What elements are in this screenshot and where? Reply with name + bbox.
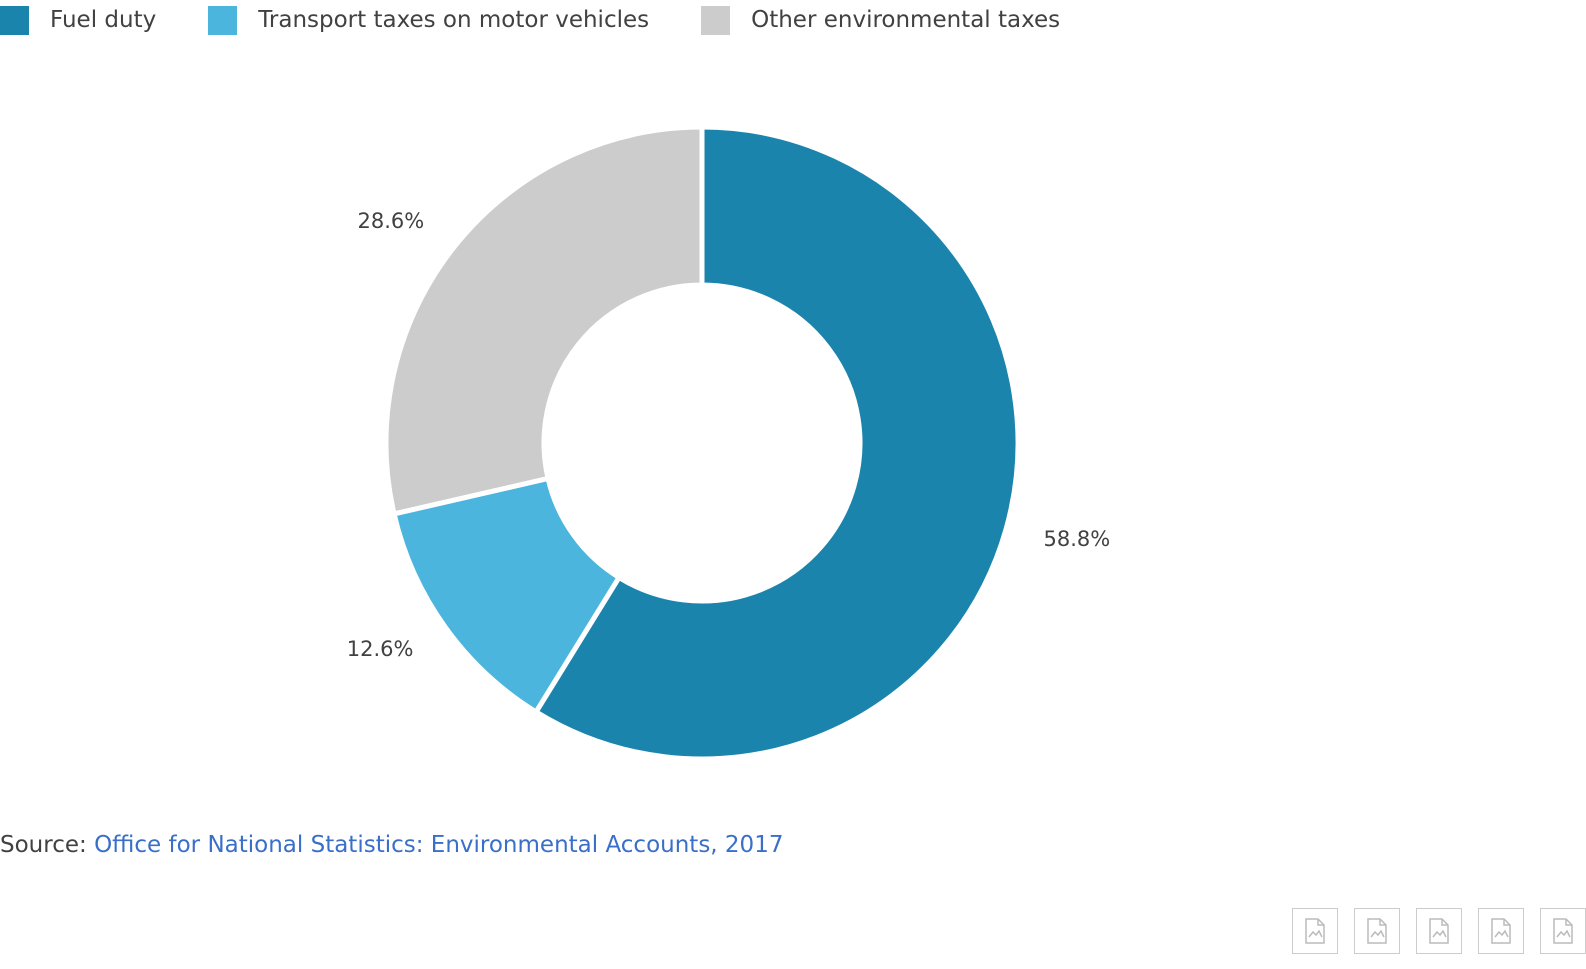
legend-item-other-taxes[interactable]: Other environmental taxes — [701, 5, 1061, 35]
download-button[interactable] — [1540, 908, 1586, 954]
download-image-icon — [1491, 918, 1511, 944]
download-image-icon — [1553, 918, 1573, 944]
donut-slice-other-environmental-taxes[interactable] — [383, 124, 705, 517]
legend-item-transport-taxes[interactable]: Transport taxes on motor vehicles — [208, 5, 650, 35]
source-prefix: Source: — [0, 832, 95, 858]
slice-data-label: 28.6% — [358, 209, 425, 233]
legend-label: Transport taxes on motor vehicles — [258, 7, 650, 33]
download-button[interactable] — [1354, 908, 1400, 954]
download-image-icon — [1367, 918, 1387, 944]
legend-label: Fuel duty — [50, 7, 157, 33]
download-button[interactable] — [1478, 908, 1524, 954]
download-button[interactable] — [1292, 908, 1338, 954]
slice-data-label: 58.8% — [1044, 527, 1111, 551]
download-image-icon — [1429, 918, 1449, 944]
download-button[interactable] — [1416, 908, 1462, 954]
donut-slice-transport-taxes-on-motor-vehicles[interactable] — [391, 475, 623, 716]
source-link[interactable]: Office for National Statistics: Environm… — [94, 832, 784, 858]
legend-item-fuel-duty[interactable]: Fuel duty — [0, 5, 157, 35]
donut-chart: 58.8% 12.6% 28.6% — [346, 124, 1111, 762]
source-line: Source: Office for National Statistics: … — [0, 832, 783, 858]
legend-swatch — [208, 5, 238, 35]
download-buttons — [1276, 908, 1586, 954]
chart-legend: Fuel duty Transport taxes on motor vehic… — [0, 2, 1112, 38]
slice-data-label: 12.6% — [347, 637, 414, 661]
legend-label: Other environmental taxes — [751, 7, 1061, 33]
donut-slice-fuel-duty[interactable] — [532, 124, 1021, 762]
legend-swatch — [0, 5, 29, 35]
legend-swatch — [701, 5, 731, 35]
download-image-icon — [1305, 918, 1325, 944]
